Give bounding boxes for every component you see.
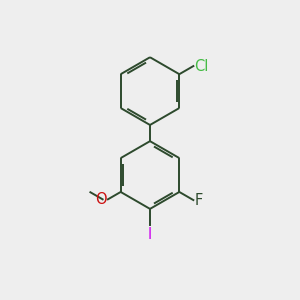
Text: F: F (194, 193, 203, 208)
Text: Cl: Cl (194, 58, 209, 74)
Text: I: I (148, 226, 152, 242)
Text: O: O (95, 192, 107, 207)
